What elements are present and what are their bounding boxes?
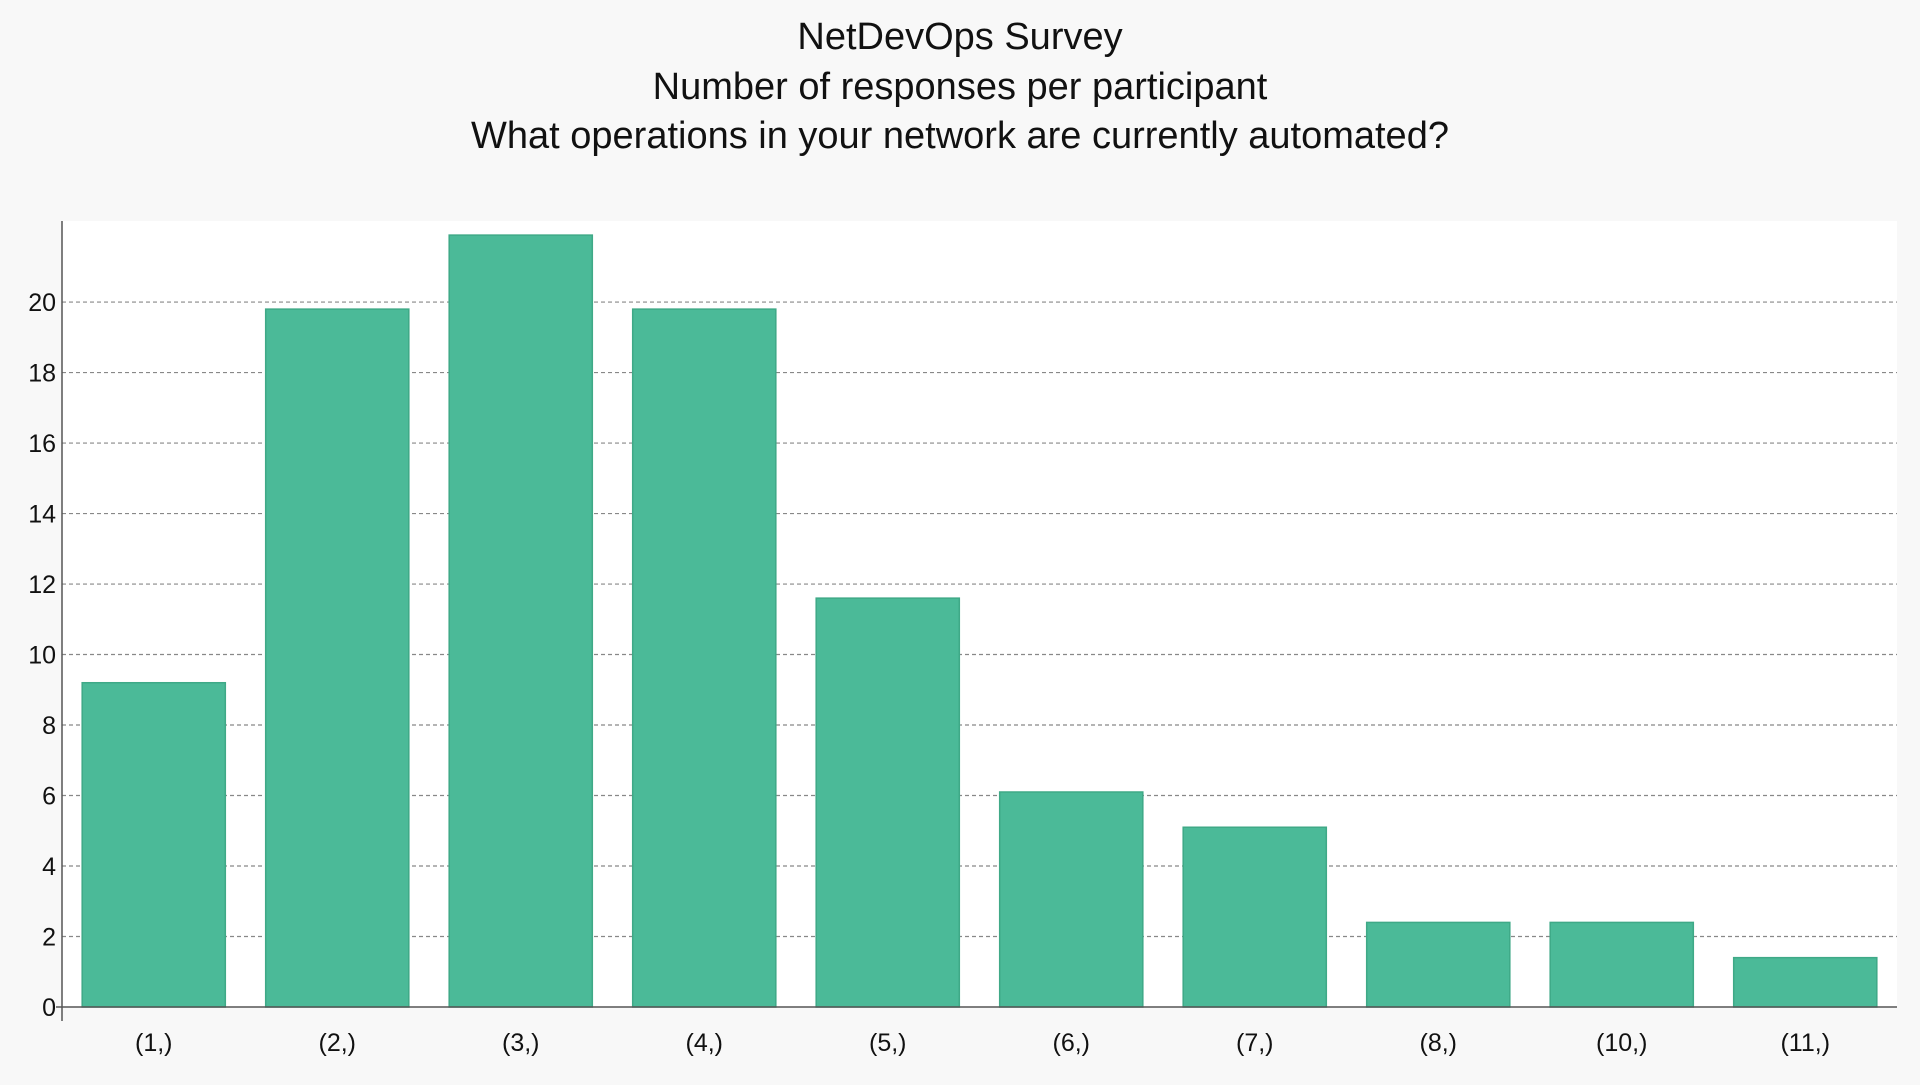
bar [1549,921,1695,1008]
y-tick-label: 0 [42,994,56,1022]
chart-title: NetDevOps Survey [797,16,1122,58]
chart-titles: NetDevOps Survey Number of responses per… [471,16,1449,157]
x-tick-label: (2,) [319,1029,357,1057]
x-tick-labels: (1,) (2,) (3,) (4,) (5,) (6,) (7,) (8,) (10,) (11… [135,1029,1830,1057]
x-tick-label: (1,) [135,1029,173,1057]
chart-subtitle: Number of responses per participant [653,66,1268,108]
bar [1182,826,1328,1008]
bar [1732,956,1878,1008]
x-tick-label: (8,) [1420,1029,1458,1057]
x-tick-label: (6,) [1053,1029,1091,1057]
x-tick-label: (10,) [1596,1029,1647,1057]
x-tick-label: (5,) [869,1029,907,1057]
bar [264,308,410,1008]
gridlines [62,301,1897,938]
x-tick-label: (3,) [502,1029,540,1057]
bars [81,234,1878,1008]
bar [448,234,594,1008]
chart-question: What operations in your network are curr… [471,115,1449,157]
y-tick-label: 20 [28,289,56,317]
bar [815,597,961,1008]
y-tick-label: 6 [42,783,56,811]
bar [631,308,777,1008]
y-tick-labels: 0 2 4 6 8 10 12 14 16 18 20 [28,289,56,1022]
bar [1365,921,1511,1008]
y-tick-label: 10 [28,642,56,670]
x-tick-label: (11,) [1780,1029,1830,1057]
y-tick-label: 14 [28,501,56,529]
y-tick-label: 18 [28,360,56,388]
y-tick-label: 12 [28,571,56,599]
y-tick-label: 16 [28,430,56,458]
axes [56,221,1897,1021]
x-tick-label: (7,) [1236,1029,1274,1057]
y-tick-label: 2 [42,924,56,952]
bar [998,791,1144,1008]
x-tick-label: (4,) [686,1029,724,1057]
y-tick-label: 8 [42,712,56,740]
bar [81,681,227,1008]
y-tick-label: 4 [42,853,56,881]
